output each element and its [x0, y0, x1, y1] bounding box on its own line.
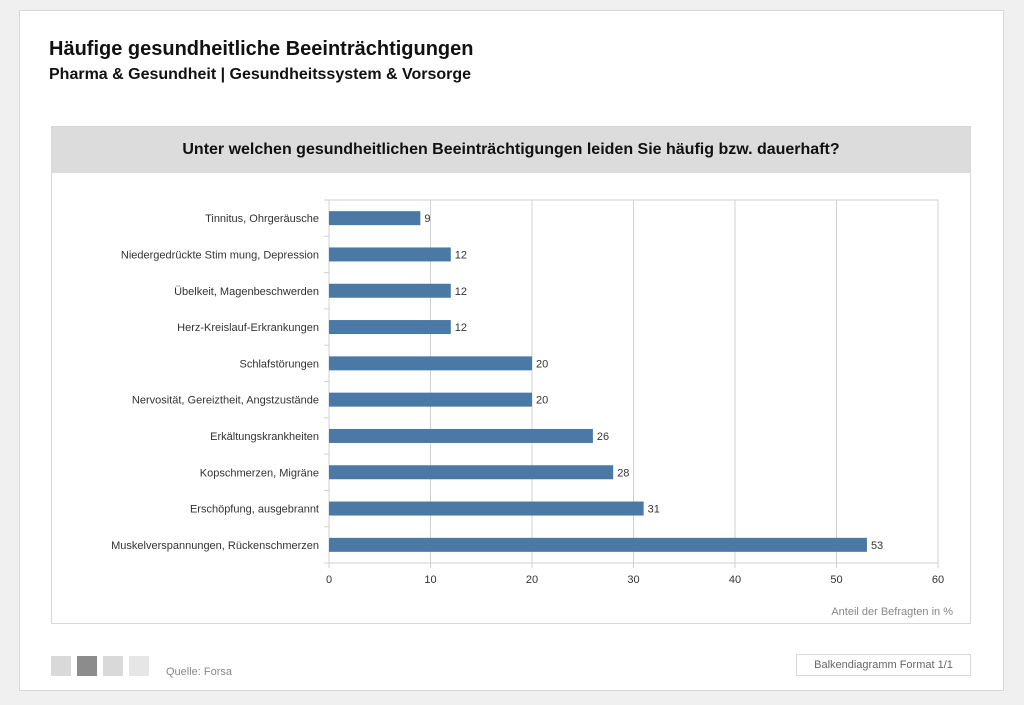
bar — [329, 211, 421, 226]
category-label: Erkältungskrankheiten — [210, 431, 319, 443]
page-title: Häufige gesundheitliche Beeinträchtigung… — [49, 38, 474, 60]
bar — [329, 392, 532, 407]
x-tick-label: 10 — [424, 574, 436, 586]
x-tick-label: 40 — [729, 574, 741, 586]
data-label: 20 — [536, 358, 548, 370]
x-tick-label: 0 — [326, 574, 332, 586]
chart-title: Unter welchen gesundheitlichen Beeinträc… — [52, 127, 970, 173]
category-label: Tinnitus, Ohrgeräusche — [205, 213, 319, 225]
x-tick-label: 30 — [627, 574, 639, 586]
data-label: 31 — [648, 504, 660, 516]
bar — [329, 501, 644, 516]
x-tick-label: 20 — [526, 574, 538, 586]
page-square-3[interactable] — [103, 656, 123, 676]
category-label: Niedergedrückte Stim mung, Depression — [121, 249, 319, 261]
category-label: Schlafstörungen — [240, 358, 320, 370]
bar — [329, 465, 614, 480]
category-label: Kopschmerzen, Migräne — [200, 467, 319, 479]
page-square-4[interactable] — [129, 656, 149, 676]
data-label: 26 — [597, 431, 609, 443]
category-label: Herz-Kreislauf-Erkrankungen — [177, 322, 319, 334]
data-label: 53 — [871, 540, 883, 552]
x-tick-label: 50 — [830, 574, 842, 586]
data-label: 9 — [424, 213, 430, 225]
bar — [329, 320, 451, 335]
chart-container: Unter welchen gesundheitlichen Beeinträc… — [51, 126, 971, 624]
page-square-2[interactable] — [77, 656, 97, 676]
data-label: 12 — [455, 322, 467, 334]
bar — [329, 283, 451, 298]
format-label: Balkendiagramm Format 1/1 — [796, 654, 971, 676]
data-label: 20 — [536, 395, 548, 407]
bar — [329, 356, 532, 371]
category-label: Erschöpfung, ausgebrannt — [190, 504, 319, 516]
bar — [329, 537, 867, 552]
category-label: Muskelverspannungen, Rückenschmerzen — [111, 540, 319, 552]
category-label: Übelkeit, Magenbeschwerden — [174, 286, 319, 298]
data-label: 28 — [617, 467, 629, 479]
bar — [329, 428, 593, 443]
page-square-1[interactable] — [51, 656, 71, 676]
category-label: Nervosität, Gereiztheit, Angstzustände — [132, 395, 319, 407]
x-tick-label: 60 — [932, 574, 944, 586]
bar — [329, 247, 451, 262]
source-note: Quelle: Forsa — [166, 666, 233, 678]
data-label: 12 — [455, 286, 467, 298]
data-label: 12 — [455, 249, 467, 261]
page-subtitle: Pharma & Gesundheit | Gesundheitssystem … — [49, 66, 472, 83]
x-axis-label: Anteil der Befragten in % — [831, 606, 953, 618]
